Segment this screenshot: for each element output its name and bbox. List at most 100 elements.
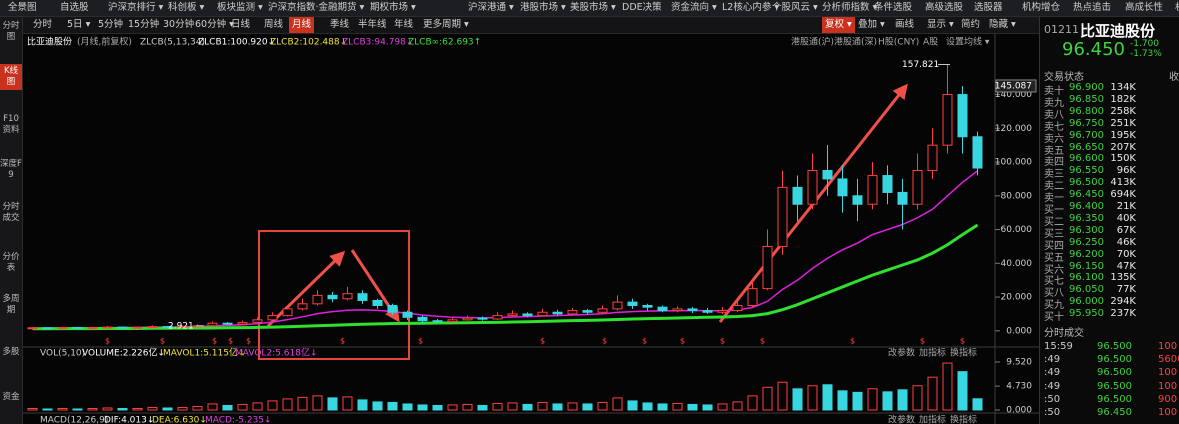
candle-body bbox=[747, 288, 758, 306]
volume-bar bbox=[807, 385, 818, 411]
book-price: 96.700 bbox=[1069, 129, 1104, 141]
menu-item[interactable]: 沪深京排行 ▾ bbox=[108, 2, 164, 13]
side-tab[interactable]: 分价表 bbox=[2, 252, 20, 273]
tool-button[interactable]: 画线 bbox=[895, 19, 915, 30]
side-tab[interactable]: 分时图 bbox=[2, 21, 20, 42]
volume-bar bbox=[432, 404, 443, 411]
trade-volume: 100 bbox=[1158, 407, 1178, 418]
menu-item[interactable]: 沪深港通 ▾ bbox=[468, 2, 514, 13]
indicator-label: ZLCB2:102.488↓ bbox=[270, 38, 347, 48]
volume-bar bbox=[822, 384, 833, 411]
dividend-marker: $ bbox=[418, 337, 423, 346]
period-tab[interactable]: 5分钟 bbox=[98, 19, 124, 30]
period-tab[interactable]: 30分钟 bbox=[163, 19, 195, 30]
menu-item[interactable]: L2核心内参 ▾ bbox=[722, 2, 780, 13]
price-change: -1.700 bbox=[1130, 39, 1160, 49]
y-tick-label: 4.730 bbox=[1006, 382, 1032, 392]
menu-item[interactable]: 机构增仓 bbox=[1022, 2, 1061, 13]
menu-item[interactable]: DDE决策 bbox=[622, 2, 662, 13]
side-tab[interactable]: 深度F9 bbox=[0, 159, 22, 180]
menu-item[interactable]: 自选股 bbox=[60, 2, 89, 13]
stock-name: 比亚迪股份 bbox=[1080, 22, 1156, 40]
menu-item[interactable]: 选股器 bbox=[974, 2, 1003, 13]
indicator-label: ZLCB(5,13,34) bbox=[140, 38, 205, 48]
candle-body bbox=[207, 322, 218, 327]
macd-label: MACD:-5.235↓ bbox=[205, 416, 272, 424]
menu-item[interactable]: 全景图 bbox=[8, 2, 37, 13]
menu-item[interactable]: 科创板 ▾ bbox=[168, 2, 205, 13]
side-tab[interactable]: 多周期 bbox=[2, 294, 20, 315]
annotation-label: 2.921 bbox=[168, 321, 194, 331]
candle-body bbox=[777, 186, 788, 247]
volume-bar bbox=[102, 407, 113, 411]
menu-item[interactable]: 高成长性 bbox=[1125, 2, 1164, 13]
side-tab[interactable]: F10资料 bbox=[2, 114, 20, 135]
side-tab[interactable]: 多股 bbox=[2, 347, 20, 357]
side-tab[interactable]: 分时成交 bbox=[2, 202, 20, 223]
period-tab[interactable]: 5日 ▾ bbox=[67, 19, 91, 30]
period-tab[interactable]: 更多周期 ▾ bbox=[423, 19, 469, 30]
candle-body bbox=[372, 299, 383, 306]
candle-body bbox=[927, 144, 938, 171]
side-tab[interactable]: K线图 bbox=[0, 64, 22, 90]
y-tick-label: 100.000 bbox=[995, 158, 1032, 168]
period-tab[interactable]: 15分钟 bbox=[128, 19, 160, 30]
price-marker-label: 145.087 bbox=[995, 81, 1032, 91]
period-tab[interactable]: 月线 bbox=[289, 17, 315, 33]
menu-item[interactable]: 美股市场 ▾ bbox=[570, 2, 616, 13]
volume-bar bbox=[912, 385, 923, 411]
candle-body bbox=[942, 94, 953, 146]
menu-item[interactable]: 期权市场 ▾ bbox=[370, 2, 416, 13]
trade-price: 96.500 bbox=[1097, 393, 1132, 405]
tool-button[interactable]: 简约 bbox=[961, 19, 981, 30]
period-tab[interactable]: 半年线 bbox=[358, 19, 387, 30]
annotation-label: 157.821 bbox=[902, 60, 939, 70]
book-price: 96.150 bbox=[1069, 260, 1104, 272]
volume-bar bbox=[387, 401, 398, 411]
book-price: 95.950 bbox=[1069, 308, 1104, 320]
indicator-label: 比亚迪股份 bbox=[27, 36, 72, 48]
menu-item[interactable]: 热点追击 bbox=[1073, 2, 1112, 13]
y-tick-label: 20.000 bbox=[1001, 293, 1033, 303]
volume-bar bbox=[117, 407, 128, 411]
tool-button[interactable]: 复权 ▾ bbox=[822, 17, 855, 33]
tool-button[interactable]: 显示 ▾ bbox=[927, 19, 954, 30]
book-volume: 40K bbox=[1116, 212, 1136, 224]
book-level: 卖四 bbox=[1044, 157, 1064, 169]
menu-item[interactable]: 个股风云 ▾ bbox=[772, 2, 818, 13]
period-tab[interactable]: 年线 bbox=[394, 19, 414, 30]
candle-body bbox=[852, 195, 863, 205]
period-tab[interactable]: 周线 bbox=[264, 19, 284, 30]
period-tab[interactable]: 日线 bbox=[231, 19, 251, 30]
period-tab[interactable]: 季线 bbox=[330, 19, 350, 30]
volume-bar bbox=[177, 406, 188, 411]
menu-item[interactable]: 沪深京指数·金融期货 ▾ bbox=[268, 2, 365, 13]
book-volume: 195K bbox=[1110, 129, 1136, 141]
tool-button[interactable]: 隐藏 ▾ bbox=[989, 19, 1016, 30]
menu-item[interactable]: 机 bbox=[1172, 0, 1179, 16]
period-tab[interactable]: 60分钟 ▾ bbox=[195, 19, 234, 30]
book-volume: 96K bbox=[1116, 165, 1136, 177]
menu-item[interactable]: 资金流向 ▾ bbox=[671, 2, 717, 13]
candle-body bbox=[462, 317, 473, 321]
side-tab[interactable]: 资金 bbox=[2, 392, 20, 402]
tool-button[interactable]: 叠加 ▾ bbox=[858, 19, 885, 30]
candle-body bbox=[912, 169, 923, 205]
book-level: 买九 bbox=[1044, 300, 1064, 312]
y-tick-label: 120.000 bbox=[995, 124, 1032, 134]
ma-line bbox=[32, 170, 978, 329]
period-tab[interactable]: 分时 bbox=[33, 19, 53, 30]
menu-item[interactable]: 条件选股 bbox=[874, 2, 913, 13]
menu-item[interactable]: 高级选股 bbox=[925, 2, 964, 13]
menu-item[interactable]: 港股市场 ▾ bbox=[520, 2, 566, 13]
menu-item[interactable]: 板块监测 ▾ bbox=[217, 2, 263, 13]
candle-body bbox=[732, 304, 743, 312]
volume-bar bbox=[447, 404, 458, 411]
book-volume: 70K bbox=[1116, 248, 1136, 260]
menu-item[interactable]: 分析师指数 ▾ bbox=[822, 2, 878, 13]
volume-bar bbox=[267, 400, 278, 411]
y-tick-label: 80.000 bbox=[1001, 191, 1033, 201]
ma-line bbox=[32, 223, 979, 331]
book-price: 96.100 bbox=[1069, 272, 1104, 284]
candle-body bbox=[972, 136, 983, 169]
